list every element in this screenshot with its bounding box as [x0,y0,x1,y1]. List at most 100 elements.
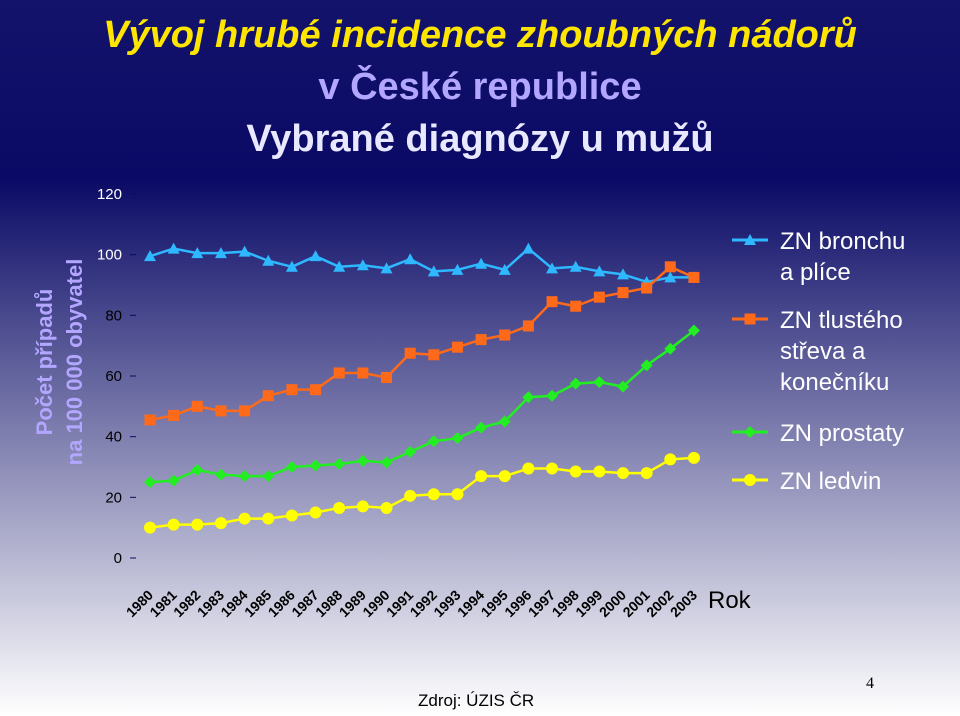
data-point [569,260,582,272]
data-point [285,461,298,473]
data-point [191,247,204,259]
series-3 [144,324,700,489]
data-point [687,324,700,337]
x-axis: 1980198119821983198419851986198719881989… [123,587,752,620]
data-point [451,263,464,275]
legend-marker [744,426,756,438]
series-2 [144,261,700,426]
legend-label: střeva a [780,338,866,365]
data-point [428,349,440,361]
y-tick-label: 100 [97,247,122,264]
legend-label: a plíce [780,259,851,286]
series-line [149,456,695,529]
data-point [356,454,369,467]
data-point [333,260,346,272]
data-point [191,400,203,412]
source-note: Zdroj: ÚZIS ČR [418,691,535,710]
legend-marker [744,474,756,486]
data-point [617,287,629,299]
data-point [664,271,677,283]
data-point [593,465,606,478]
data-point [380,456,393,469]
data-point [617,380,629,393]
data-point [285,509,298,522]
data-point [522,462,535,475]
legend-marker [744,234,756,245]
data-point [262,254,275,266]
page-number: 4 [866,675,874,692]
series-4 [144,451,700,534]
data-point [546,389,559,402]
legend-item-3: ZN prostaty [732,420,904,447]
data-point [451,341,463,353]
legend-marker [744,313,756,325]
data-point [262,390,274,402]
legend-label: ZN bronchu [780,228,905,255]
series-line [149,265,695,422]
data-point [238,245,251,257]
y-axis-title: Počet případů na 100 000 obyvatel [32,259,87,466]
data-point [214,468,227,481]
data-point [475,421,488,434]
legend-label: ZN tlustého [780,307,903,334]
data-point [356,500,369,513]
y-tick-label: 60 [105,368,122,385]
data-point [239,405,251,417]
legend-item-1: ZN bronchu a plíce [732,228,905,286]
y-tick-label: 0 [114,550,122,567]
data-point [687,451,700,464]
data-point [664,261,676,273]
data-point [404,253,417,265]
data-point [144,250,156,262]
series-line [149,247,694,284]
data-point [168,409,180,421]
legend: ZN bronchu a plíce ZN tlustého střeva a kone… [732,228,905,495]
data-point [191,464,204,477]
data-point [285,260,298,272]
y-tick-label: 40 [105,429,122,446]
data-point [522,391,535,404]
data-point [569,465,582,478]
series-group [144,242,700,534]
data-point [427,488,440,501]
data-point [167,474,180,487]
data-point [617,268,629,280]
data-point [640,467,653,480]
data-point [475,470,488,483]
title-line-1: Vývoj hrubé incidence zhoubných nádorů [103,14,857,56]
data-point [144,476,156,489]
data-point [404,445,417,458]
data-point [357,367,369,379]
data-point [593,265,606,277]
x-axis-title: Rok [708,587,752,614]
legend-label: konečníku [780,369,889,396]
data-point [451,432,464,445]
series-1 [144,242,700,287]
data-point [593,291,605,303]
data-point [167,518,180,531]
data-point [427,265,440,277]
y-tick-label: 120 [97,186,122,203]
data-point [593,376,606,389]
legend-label: ZN prostaty [780,420,904,447]
data-point [310,384,322,396]
data-point [475,257,488,269]
data-point [475,334,487,346]
data-point [451,488,464,501]
data-point [641,282,653,294]
data-point [522,242,535,254]
data-point [214,517,227,530]
data-point [191,518,204,531]
data-point [499,329,511,341]
data-point [522,320,534,332]
data-point [546,462,559,475]
data-point [640,359,653,372]
y-axis-title-line: na 100 000 obyvatel [62,259,87,466]
data-point [167,242,180,254]
data-point [498,415,511,428]
data-point [688,271,700,283]
data-point [427,435,440,448]
data-point [380,501,393,514]
data-point [664,453,677,466]
data-point [380,262,393,274]
